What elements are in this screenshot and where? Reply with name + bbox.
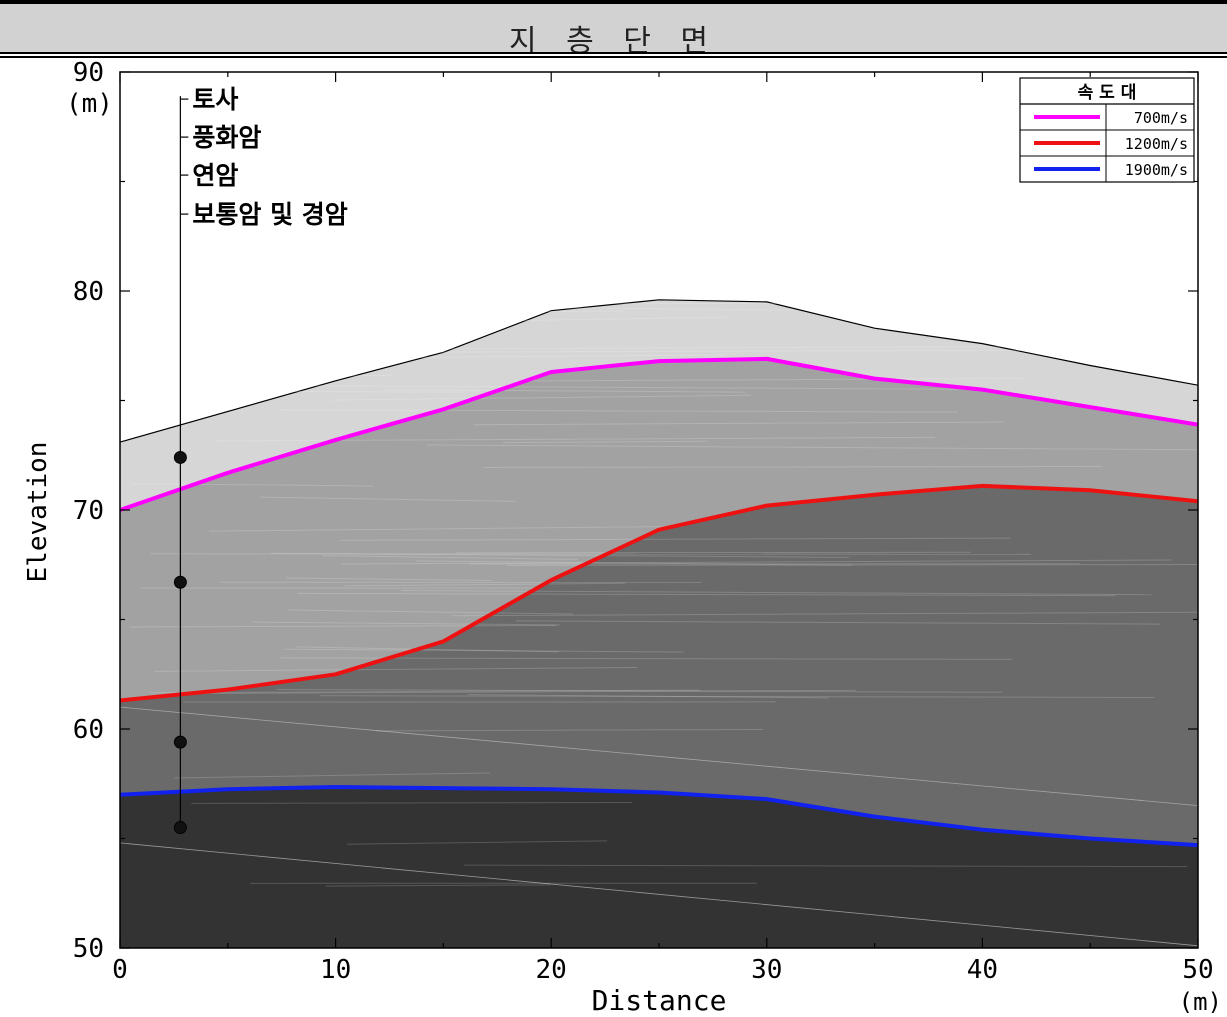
texture-line — [383, 389, 747, 393]
legend-entry-1200: 1200m/s — [1125, 135, 1188, 153]
texture-line — [340, 537, 1011, 541]
y-tick-label: 80 — [73, 277, 104, 307]
series-line-700m/s — [120, 356, 1198, 512]
x-tick-label: 40 — [967, 955, 998, 985]
texture-line — [134, 374, 393, 381]
texture-line — [262, 310, 624, 314]
layer-soil — [120, 299, 1198, 510]
texture-line — [502, 440, 708, 444]
texture-line — [515, 620, 1161, 625]
texture-line — [375, 728, 764, 732]
texture-line — [455, 551, 971, 554]
x-tick-label: 20 — [536, 955, 567, 985]
texture-line — [181, 287, 877, 291]
texture-line — [341, 559, 1172, 565]
legend: 속 도 대 700m/s 1200m/s 1900m/s — [1019, 77, 1195, 183]
x-tick-label: 30 — [751, 955, 782, 985]
legend-title: 속 도 대 — [1078, 83, 1137, 103]
texture-line — [181, 689, 856, 695]
legend-entry-1900: 1900m/s — [1125, 161, 1188, 179]
texture-line — [347, 840, 607, 845]
texture-line — [472, 316, 731, 322]
texture-line — [506, 564, 1198, 566]
texture-line — [120, 842, 1198, 947]
series-line-1200m/s — [120, 483, 1198, 703]
texture-line — [285, 577, 492, 582]
texture-line — [154, 666, 637, 672]
texture-line — [130, 483, 374, 487]
strata-label: 토사 — [192, 85, 238, 114]
x-tick-label: 0 — [112, 955, 128, 985]
borehole-marker — [173, 575, 187, 589]
texture-line — [140, 384, 998, 390]
texture-line — [150, 553, 1032, 555]
layer-soft-rock — [120, 485, 1198, 846]
texture-line — [209, 525, 683, 532]
x-tick-label: 50 — [1182, 955, 1213, 985]
y-tick-label: 50 — [73, 934, 104, 964]
legend-entry-700: 700m/s — [1134, 109, 1188, 127]
texture-line — [276, 688, 1003, 693]
texture-line — [401, 589, 1153, 596]
texture-line — [483, 465, 1103, 468]
texture-line — [514, 377, 1027, 382]
texture-line — [267, 304, 795, 311]
texture-line — [191, 802, 633, 804]
texture-line — [150, 689, 700, 694]
y-tick-label: 70 — [73, 496, 104, 526]
layer-texture — [120, 287, 1198, 947]
texture-line — [344, 582, 626, 587]
texture-line — [437, 349, 1198, 353]
axis-ticks: 0 10 20 30 40 50 50 60 70 80 90 — [73, 58, 1214, 985]
texture-line — [415, 560, 852, 566]
layer-hard-rock — [120, 787, 1198, 948]
texture-line — [297, 345, 1167, 350]
texture-line — [284, 301, 962, 305]
texture-line — [325, 884, 551, 887]
texture-line — [270, 552, 849, 558]
texture-line — [252, 621, 560, 626]
strata-label: 보통암 및 경암 — [192, 200, 347, 229]
texture-line — [284, 648, 684, 653]
y-tick-label: 60 — [73, 715, 104, 745]
texture-line — [322, 555, 578, 560]
texture-line — [473, 421, 1004, 426]
borehole-marker — [173, 735, 187, 749]
texture-line — [319, 695, 1155, 698]
texture-line — [129, 624, 557, 628]
x-axis-unit: (m) — [1179, 988, 1222, 1016]
title-bar: 지 층 단 면 — [0, 0, 1227, 59]
borehole-marker — [173, 450, 187, 464]
strata-label: 풍화암 — [192, 123, 261, 152]
texture-line — [297, 592, 1116, 597]
texture-line — [296, 646, 560, 653]
y-tick-label: 90 — [73, 58, 104, 88]
texture-line — [452, 611, 1198, 617]
texture-line — [331, 394, 752, 401]
x-tick-label: 10 — [320, 955, 351, 985]
texture-line — [288, 609, 573, 615]
borehole-marker — [173, 821, 187, 835]
strata-label: 연암 — [192, 161, 238, 190]
y-axis-label: Elevation — [23, 442, 53, 583]
velocity-lines — [120, 356, 1198, 848]
texture-line — [464, 864, 1188, 868]
texture-line — [174, 772, 490, 779]
texture-line — [120, 706, 1198, 807]
x-axis-label: Distance — [592, 984, 727, 1017]
texture-line — [467, 694, 829, 699]
texture-line — [260, 496, 516, 502]
texture-line — [209, 354, 725, 360]
texture-line — [241, 390, 463, 393]
y-axis-unit: (m) — [66, 89, 113, 119]
series-line-1900m/s — [120, 785, 1198, 848]
texture-line — [426, 444, 1198, 451]
ground-surface-line — [120, 299, 1198, 443]
texture-line — [277, 409, 958, 413]
texture-line — [280, 657, 1012, 660]
